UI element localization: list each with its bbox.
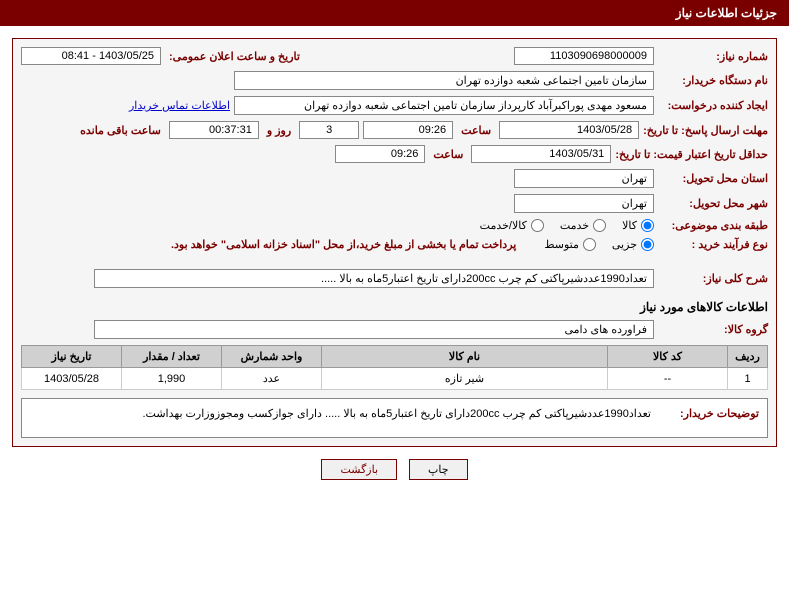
city-label: شهر محل تحویل:	[658, 197, 768, 210]
validity-time-field: 09:26	[335, 145, 425, 163]
overall-desc-field: تعداد1990عددشیرپاکتی کم چرب 200ccدارای ت…	[94, 269, 654, 288]
page-header: جزئیات اطلاعات نیاز	[0, 0, 789, 26]
category-label: طبقه بندی موضوعی:	[658, 219, 768, 232]
goods-info-title: اطلاعات کالاهای مورد نیاز	[21, 300, 768, 314]
row-overall-desc: شرح کلی نیاز: تعداد1990عددشیرپاکتی کم چر…	[21, 269, 768, 288]
main-form: شماره نیاز: 1103090698000009 تاریخ و ساع…	[12, 38, 777, 447]
requester-field: مسعود مهدی پوراکبرآباد کارپرداز سازمان ت…	[234, 96, 654, 115]
validity-label: حداقل تاریخ اعتبار قیمت: تا تاریخ:	[615, 148, 768, 161]
deadline-time-field: 09:26	[363, 121, 453, 139]
row-requester: ایجاد کننده درخواست: مسعود مهدی پوراکبرآ…	[21, 96, 768, 115]
validity-date-field: 1403/05/31	[471, 145, 611, 163]
overall-desc-label: شرح کلی نیاز:	[658, 272, 768, 285]
th-qty: تعداد / مقدار	[122, 346, 222, 368]
th-unit: واحد شمارش	[222, 346, 322, 368]
buttons-row: چاپ بازگشت	[0, 459, 789, 480]
row-deadline: مهلت ارسال پاسخ: تا تاریخ: 1403/05/28 سا…	[21, 121, 768, 139]
time-label-1: ساعت	[457, 124, 495, 137]
process-radio-group: جزیی متوسط	[544, 238, 654, 251]
table-header-row: ردیف کد کالا نام کالا واحد شمارش تعداد /…	[22, 346, 768, 368]
radio-service-input[interactable]	[593, 219, 606, 232]
th-code: کد کالا	[608, 346, 728, 368]
need-number-label: شماره نیاز:	[658, 50, 768, 63]
requester-label: ایجاد کننده درخواست:	[658, 99, 768, 112]
row-need-number: شماره نیاز: 1103090698000009 تاریخ و ساع…	[21, 47, 768, 65]
radio-medium-label: متوسط	[544, 238, 579, 251]
province-label: استان محل تحویل:	[658, 172, 768, 185]
radio-partial[interactable]: جزیی	[612, 238, 654, 251]
radio-goods[interactable]: کالا	[622, 219, 654, 232]
radio-medium[interactable]: متوسط	[544, 238, 596, 251]
goods-table: ردیف کد کالا نام کالا واحد شمارش تعداد /…	[21, 345, 768, 390]
radio-goods-label: کالا	[622, 219, 637, 232]
province-field: تهران	[514, 169, 654, 188]
th-name: نام کالا	[322, 346, 608, 368]
page-title: جزئیات اطلاعات نیاز	[676, 6, 777, 20]
category-radio-group: کالا خدمت کالا/خدمت	[480, 219, 654, 232]
deadline-date-field: 1403/05/28	[499, 121, 639, 139]
row-process: نوع فرآیند خرید : جزیی متوسط پرداخت تمام…	[21, 238, 768, 251]
announce-datetime-label: تاریخ و ساعت اعلان عمومی:	[165, 50, 304, 63]
row-city: شهر محل تحویل: تهران	[21, 194, 768, 213]
contact-buyer-link[interactable]: اطلاعات تماس خریدار	[129, 99, 230, 112]
buyer-org-field: سازمان تامین اجتماعی شعبه دوازده تهران	[234, 71, 654, 90]
buyer-org-label: نام دستگاه خریدار:	[658, 74, 768, 87]
back-button[interactable]: بازگشت	[321, 459, 397, 480]
days-remaining-field: 3	[299, 121, 359, 139]
table-row: 1 -- شیر تازه عدد 1,990 1403/05/28	[22, 368, 768, 390]
th-date: تاریخ نیاز	[22, 346, 122, 368]
row-validity: حداقل تاریخ اعتبار قیمت: تا تاریخ: 1403/…	[21, 145, 768, 163]
row-buyer-org: نام دستگاه خریدار: سازمان تامین اجتماعی …	[21, 71, 768, 90]
td-unit: عدد	[222, 368, 322, 390]
buyer-desc-label: توضیحات خریدار:	[659, 407, 759, 420]
deadline-label: مهلت ارسال پاسخ: تا تاریخ:	[643, 124, 768, 137]
buyer-desc-text: تعداد1990عددشیرپاکتی کم چرب 200ccدارای ت…	[142, 407, 651, 420]
remaining-label: ساعت باقی مانده	[76, 124, 165, 137]
time-label-2: ساعت	[429, 148, 467, 161]
td-row: 1	[728, 368, 768, 390]
td-qty: 1,990	[122, 368, 222, 390]
print-button[interactable]: چاپ	[409, 459, 468, 480]
radio-goods-input[interactable]	[641, 219, 654, 232]
days-and-label: روز و	[263, 124, 295, 137]
td-code: --	[608, 368, 728, 390]
td-date: 1403/05/28	[22, 368, 122, 390]
radio-service-label: خدمت	[560, 219, 589, 232]
radio-service[interactable]: خدمت	[560, 219, 606, 232]
group-label: گروه کالا:	[658, 323, 768, 336]
radio-goods-service[interactable]: کالا/خدمت	[480, 219, 544, 232]
buyer-desc-box: توضیحات خریدار: تعداد1990عددشیرپاکتی کم …	[21, 398, 768, 438]
need-number-field: 1103090698000009	[514, 47, 654, 65]
announce-datetime-field: 1403/05/25 - 08:41	[21, 47, 161, 65]
group-field: فراورده های دامی	[94, 320, 654, 339]
td-name: شیر تازه	[322, 368, 608, 390]
payment-note: پرداخت تمام یا بخشی از مبلغ خرید،از محل …	[171, 238, 516, 251]
process-label: نوع فرآیند خرید :	[658, 238, 768, 251]
radio-partial-input[interactable]	[641, 238, 654, 251]
radio-partial-label: جزیی	[612, 238, 637, 251]
radio-goods-service-input[interactable]	[531, 219, 544, 232]
countdown-field: 00:37:31	[169, 121, 259, 139]
radio-goods-service-label: کالا/خدمت	[480, 219, 527, 232]
th-row: ردیف	[728, 346, 768, 368]
row-province: استان محل تحویل: تهران	[21, 169, 768, 188]
radio-medium-input[interactable]	[583, 238, 596, 251]
city-field: تهران	[514, 194, 654, 213]
row-category: طبقه بندی موضوعی: کالا خدمت کالا/خدمت	[21, 219, 768, 232]
row-group: گروه کالا: فراورده های دامی	[21, 320, 768, 339]
